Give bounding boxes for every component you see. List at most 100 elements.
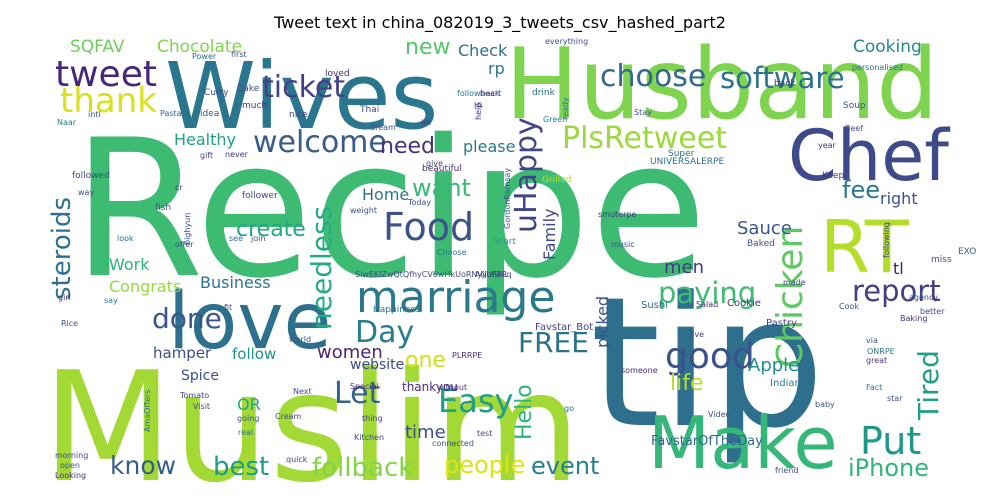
word-power: Power bbox=[192, 52, 217, 61]
word-friend: friend bbox=[775, 466, 798, 475]
word-day: Day bbox=[355, 315, 414, 350]
word-husband: Husband bbox=[505, 28, 938, 142]
word-plsretweet: PlsRetweet bbox=[562, 121, 727, 156]
word-live: live bbox=[690, 330, 704, 339]
word-gordonramsay: GordonRamsay bbox=[503, 168, 512, 229]
word-welcome: welcome bbox=[253, 125, 387, 160]
word-year: year bbox=[818, 141, 837, 150]
word-pastry: Pastry bbox=[766, 318, 797, 329]
word-need: need bbox=[380, 134, 435, 159]
word-easy: Easy bbox=[438, 382, 513, 420]
word-follback: follback bbox=[312, 453, 413, 483]
word-want: want bbox=[412, 174, 471, 202]
word-visit: Visit bbox=[193, 402, 210, 411]
word-fact: Fact bbox=[866, 383, 882, 392]
word-morning: morning bbox=[55, 451, 88, 460]
word-cake: Cake bbox=[237, 84, 260, 94]
word-look: look bbox=[117, 234, 134, 243]
word-wives: Wives bbox=[165, 43, 438, 150]
word-done: done bbox=[152, 302, 222, 335]
word-men: men bbox=[664, 257, 704, 278]
word-intl: intl bbox=[88, 110, 101, 119]
word-favstar-bot: Favstar_Bot bbox=[535, 322, 593, 333]
word-sauce: Sauce bbox=[737, 218, 792, 239]
word-follower: follower bbox=[242, 191, 278, 201]
word-gift: gift bbox=[200, 151, 213, 160]
word-cream: Cream bbox=[275, 412, 302, 421]
word-healthy: Healthy bbox=[174, 130, 236, 149]
word-see: see bbox=[229, 234, 243, 243]
word-girl: girl bbox=[58, 293, 71, 302]
word-stay: Stay bbox=[634, 108, 652, 117]
word-follow: follow bbox=[232, 345, 276, 363]
word-chocolate: Chocolate bbox=[157, 37, 242, 57]
word-beautiful: beautiful bbox=[422, 164, 462, 174]
word-tomato: Tomato bbox=[179, 391, 209, 400]
word-say: say bbox=[104, 296, 118, 305]
word-agency: agency bbox=[909, 293, 938, 302]
word-please: please bbox=[463, 137, 515, 156]
word-plrrpe: PLRRPE bbox=[452, 351, 482, 360]
word-exo: EXO bbox=[958, 247, 976, 257]
word-star: star bbox=[887, 394, 903, 403]
word-cr: cr bbox=[175, 183, 183, 192]
word-cookie: Cookie bbox=[727, 298, 761, 309]
word-people: people bbox=[444, 451, 525, 479]
word-test: test bbox=[477, 429, 492, 438]
word-thing: thing bbox=[362, 414, 383, 423]
word-favstaroftheday: FavstarOfTheDay bbox=[651, 434, 763, 449]
word-followed: followed bbox=[72, 171, 110, 181]
word-made: made bbox=[783, 278, 806, 287]
word-tweet: tweet bbox=[55, 54, 157, 95]
word-software: software bbox=[720, 61, 845, 95]
word-recipe: Recipe bbox=[72, 99, 707, 320]
word-chicken: Chicken bbox=[770, 226, 811, 368]
word-fit: fit bbox=[224, 303, 232, 312]
word-special: Special bbox=[350, 382, 379, 391]
word-best: best bbox=[213, 452, 269, 482]
word-smuterpe: smuterpe bbox=[598, 210, 636, 219]
word-choose: Choose bbox=[437, 248, 467, 257]
word-work: Work bbox=[109, 255, 150, 274]
word-thai: Thai bbox=[359, 105, 379, 115]
word-much: much bbox=[242, 101, 267, 111]
word-check: Check bbox=[458, 41, 508, 60]
word-better: better bbox=[920, 307, 945, 316]
word-im: im bbox=[421, 118, 431, 127]
word-keep: Keep bbox=[822, 171, 845, 181]
word-steroids: steroids bbox=[47, 197, 77, 300]
word-personalised: personalised bbox=[852, 63, 903, 72]
word-report: report bbox=[852, 274, 941, 308]
word-offer: offer bbox=[175, 240, 194, 249]
word-uhappy: uHappy bbox=[509, 117, 544, 233]
word-help: help bbox=[474, 103, 483, 120]
word-bighyun: bighyun bbox=[183, 213, 192, 245]
word-event: event bbox=[531, 452, 599, 480]
word-one: one bbox=[405, 348, 446, 373]
word-loved: loved bbox=[325, 69, 350, 79]
word-right: right bbox=[880, 189, 918, 208]
word-indian: Indian bbox=[770, 378, 801, 389]
word-drink: drink bbox=[532, 88, 556, 98]
word-salad: Salad bbox=[696, 300, 718, 309]
word-congrats: Congrats bbox=[109, 277, 181, 296]
word-create: create bbox=[236, 217, 306, 242]
word-needless: needless bbox=[305, 206, 338, 330]
word-kitchen: Kitchen bbox=[354, 433, 384, 442]
word-ticket: ticket bbox=[262, 70, 345, 105]
word-naar: Naar bbox=[57, 118, 77, 127]
word-cooking: Cooking bbox=[853, 37, 922, 57]
word-rt: RT bbox=[820, 205, 910, 289]
word-website: website bbox=[350, 357, 404, 373]
word-weight: weight bbox=[350, 206, 377, 215]
word-real: real bbox=[238, 428, 253, 437]
word-business: Business bbox=[200, 273, 271, 292]
word-home: Home bbox=[362, 185, 409, 204]
word-grilled: Grilled bbox=[542, 175, 571, 185]
word-picked: picked bbox=[593, 296, 612, 348]
word-soup: Soup bbox=[843, 101, 866, 111]
word-life: life bbox=[670, 371, 704, 396]
word-love: love bbox=[168, 277, 332, 367]
word-first: first bbox=[231, 50, 247, 59]
word-family: Family bbox=[540, 209, 559, 260]
